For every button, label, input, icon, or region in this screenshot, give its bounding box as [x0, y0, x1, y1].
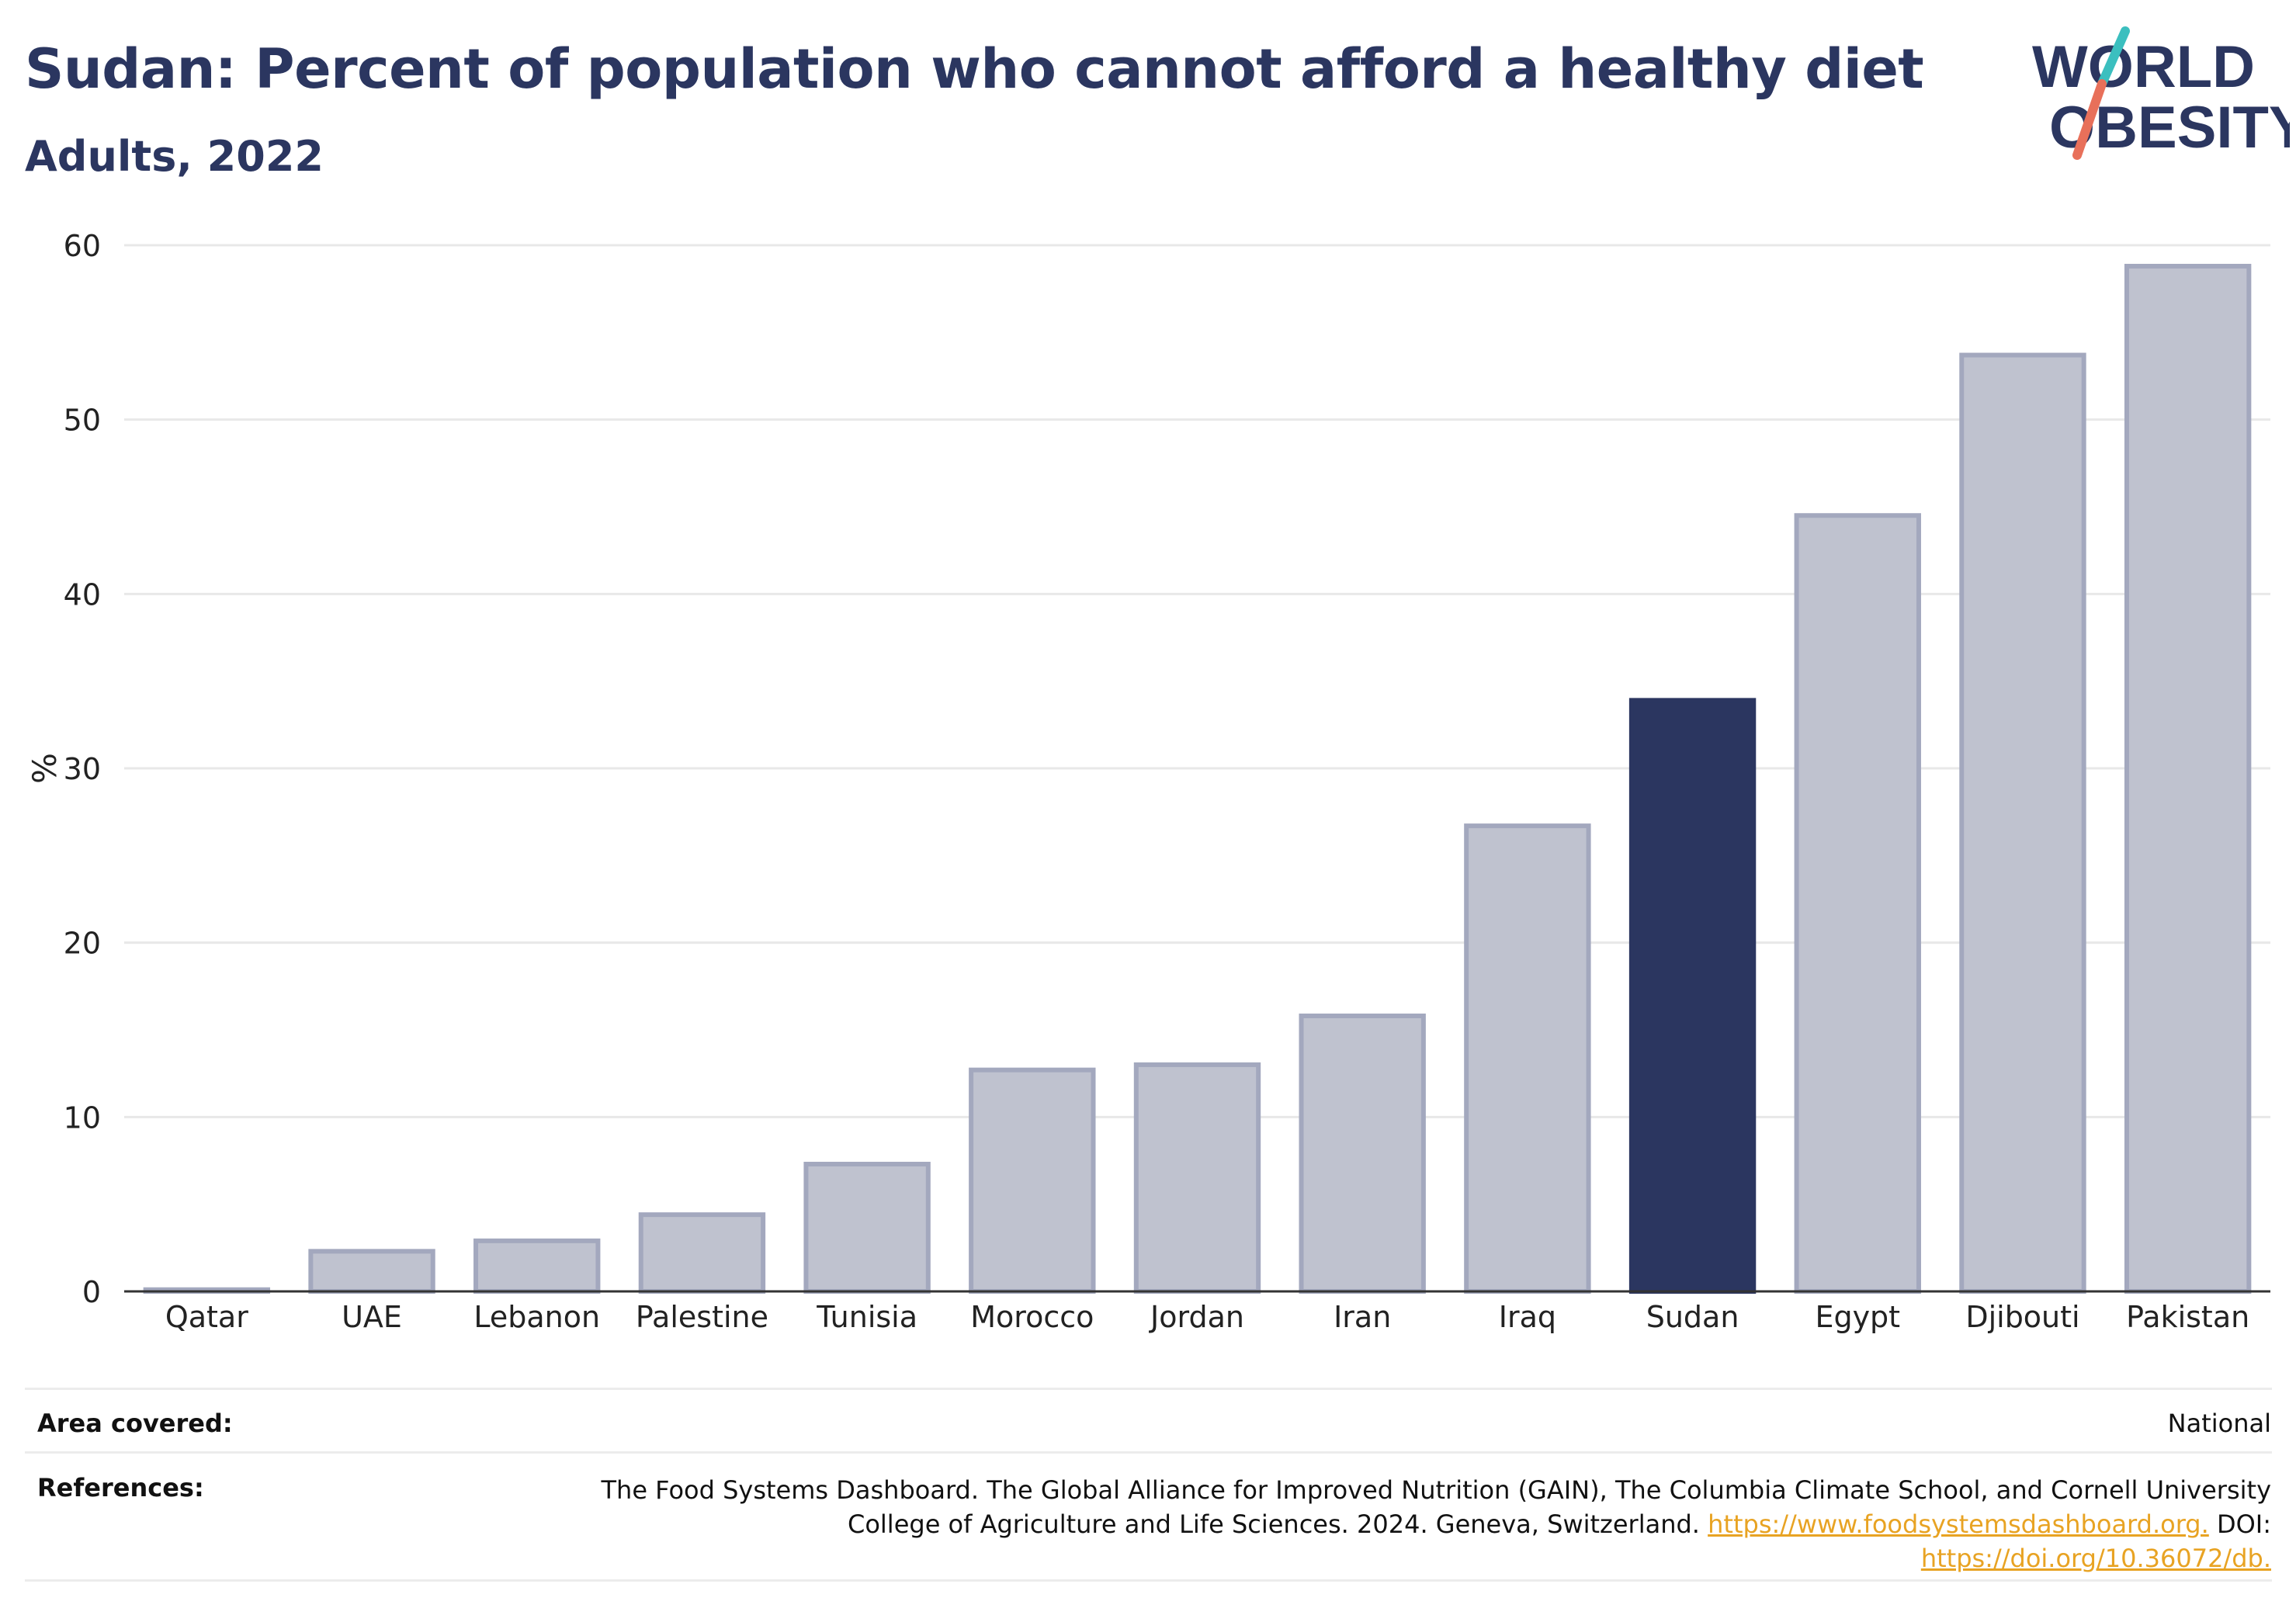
x-tick-label: Tunisia — [816, 1300, 917, 1334]
x-tick-label: UAE — [342, 1300, 402, 1334]
bar-lebanon — [473, 1238, 601, 1294]
y-tick-label: 50 — [64, 404, 101, 438]
references-doi-label: DOI: — [2216, 1509, 2271, 1539]
area-covered-value: National — [2167, 1409, 2271, 1438]
chart-title: Sudan: Percent of population who cannot … — [25, 37, 1924, 101]
x-tick-label: Palestine — [636, 1300, 768, 1334]
references-link-doi[interactable]: https://doi.org/10.36072/db. — [1920, 1544, 2271, 1573]
x-tick-label: Lebanon — [473, 1300, 600, 1334]
y-tick-label: 40 — [64, 577, 101, 612]
y-tick-label: 60 — [64, 229, 101, 263]
bar-chart: 0 10 20 30 40 50 60% Qatar UAE Lebanon Palestine Tu… — [26, 229, 2270, 1334]
bar-pakistan — [2124, 263, 2252, 1294]
logo-word-world: WORLD — [2032, 34, 2255, 100]
x-tick-label: Iran — [1334, 1300, 1391, 1334]
footer-divider-top — [25, 1388, 2272, 1390]
bar-jordan — [1133, 1062, 1261, 1294]
bar-palestine — [638, 1212, 766, 1294]
footer-divider-middle — [25, 1451, 2272, 1454]
bar-tunisia — [803, 1161, 931, 1294]
logo-slash-teal — [2097, 26, 2130, 88]
footer-divider-bottom — [25, 1579, 2272, 1582]
y-tick-label: 30 — [64, 752, 101, 786]
x-tick-label: Qatar — [165, 1300, 248, 1334]
x-tick-label: Iraq — [1499, 1300, 1556, 1334]
references-body: The Food Systems Dashboard. The Global A… — [601, 1475, 2271, 1539]
x-tick-label: Egypt — [1815, 1300, 1900, 1334]
logo-slash-coral — [2072, 79, 2107, 160]
x-tick-label: Djibouti — [1965, 1300, 2079, 1334]
world-obesity-logo: WORLD OBESITY — [2032, 26, 2290, 161]
bar-morocco — [969, 1067, 1096, 1294]
bar-sudan — [1628, 698, 1757, 1294]
chart-subtitle: Adults, 2022 — [25, 132, 324, 181]
references-label: References: — [37, 1473, 204, 1502]
x-tick-label: Sudan — [1646, 1300, 1739, 1334]
y-tick-label: 0 — [82, 1275, 101, 1309]
bar-egypt — [1794, 513, 1921, 1294]
x-tick-label: Jordan — [1149, 1300, 1244, 1334]
x-tick-label: Pakistan — [2126, 1300, 2249, 1334]
y-axis-label: % — [26, 753, 64, 784]
bar-iraq — [1464, 823, 1591, 1294]
bar-djibouti — [1959, 352, 2086, 1294]
x-tick-label: Morocco — [970, 1300, 1094, 1334]
bar-iran — [1299, 1014, 1426, 1294]
y-tick-label: 20 — [64, 927, 101, 961]
y-tick-label: 10 — [64, 1100, 101, 1135]
references-link-dashboard[interactable]: https://www.foodsystemsdashboard.org. — [1708, 1509, 2209, 1539]
area-covered-label: Area covered: — [37, 1409, 233, 1438]
bar-uae — [308, 1249, 435, 1294]
references-text: The Food Systems Dashboard. The Global A… — [564, 1473, 2271, 1575]
